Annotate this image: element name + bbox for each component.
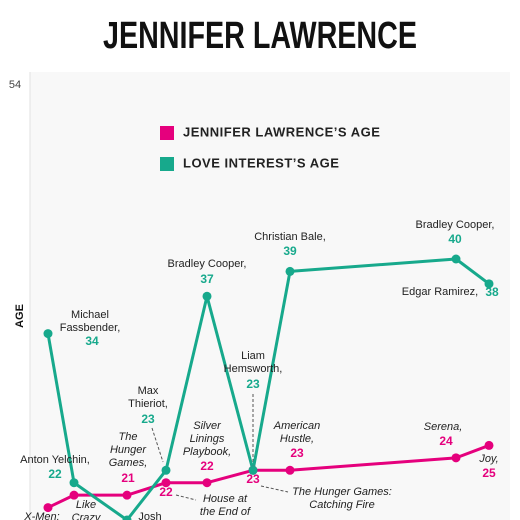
film-label: Silver Linings Playbook, [182,420,232,458]
value-label: 40 [448,232,462,246]
value-label: 22 [48,467,62,481]
data-point [451,254,461,264]
value-label: 37 [200,272,214,286]
partner-label: Bradley Cooper, [415,219,495,231]
value-label: 24 [439,434,453,448]
data-point [161,465,171,475]
data-point [122,515,132,520]
legend-swatch [160,126,174,140]
value-label: 23 [246,377,260,391]
partner-label: Bradley Cooper, [167,258,247,270]
partner-label: Liam Hemsworth, [223,350,283,375]
value-label: 38 [485,285,499,299]
film-label: Serena, [423,421,463,433]
value-label: 22 [200,459,214,473]
film-label: American Hustle, [273,420,321,445]
legend-label: LOVE INTEREST’S AGE [183,155,339,170]
value-label: 21 [121,471,135,485]
film-label: Like Crazy [71,499,101,520]
value-label: 34 [85,334,99,348]
data-point [285,465,295,475]
film-label: X-Men: [24,511,60,520]
data-point [248,465,258,475]
data-point [161,478,171,488]
data-point [43,329,53,339]
data-point [122,490,132,500]
data-point [202,478,212,488]
legend-swatch [160,157,174,171]
partner-label: Anton Yelchin, [20,454,90,466]
value-label: 22 [159,485,173,499]
film-label: Joy, [479,453,499,465]
partner-label: Max Thieriot, [128,385,168,410]
leader-line [151,427,164,463]
data-point [484,440,494,450]
partner-label: Josh [138,511,162,520]
value-label: 23 [290,446,304,460]
data-point [484,279,494,289]
data-point [285,266,295,276]
partner-label: Michael Fassbender, [59,309,121,334]
chart-title: JENNIFER LAWRENCE [103,15,417,57]
film-label: The Hunger Games: Catching Fire [292,486,392,511]
partner-label: Edgar Ramirez, [401,286,479,298]
value-label: 39 [283,244,297,258]
film-label: House at the End of [199,493,251,518]
film-label: The Hunger Games, [108,431,148,469]
legend-label: JENNIFER LAWRENCE’S AGE [183,124,380,139]
plot-background [30,72,510,520]
value-label: 25 [482,466,496,480]
data-point [451,453,461,463]
data-point [43,503,53,513]
leader-line [175,494,197,501]
y-tick-label: 54 [9,79,21,91]
data-point [69,490,79,500]
value-label: 23 [246,472,260,486]
partner-label: Christian Bale, [254,231,326,243]
data-point [202,291,212,301]
value-label: 23 [141,412,155,426]
data-point [69,478,79,488]
y-axis-label: AGE [14,304,26,328]
